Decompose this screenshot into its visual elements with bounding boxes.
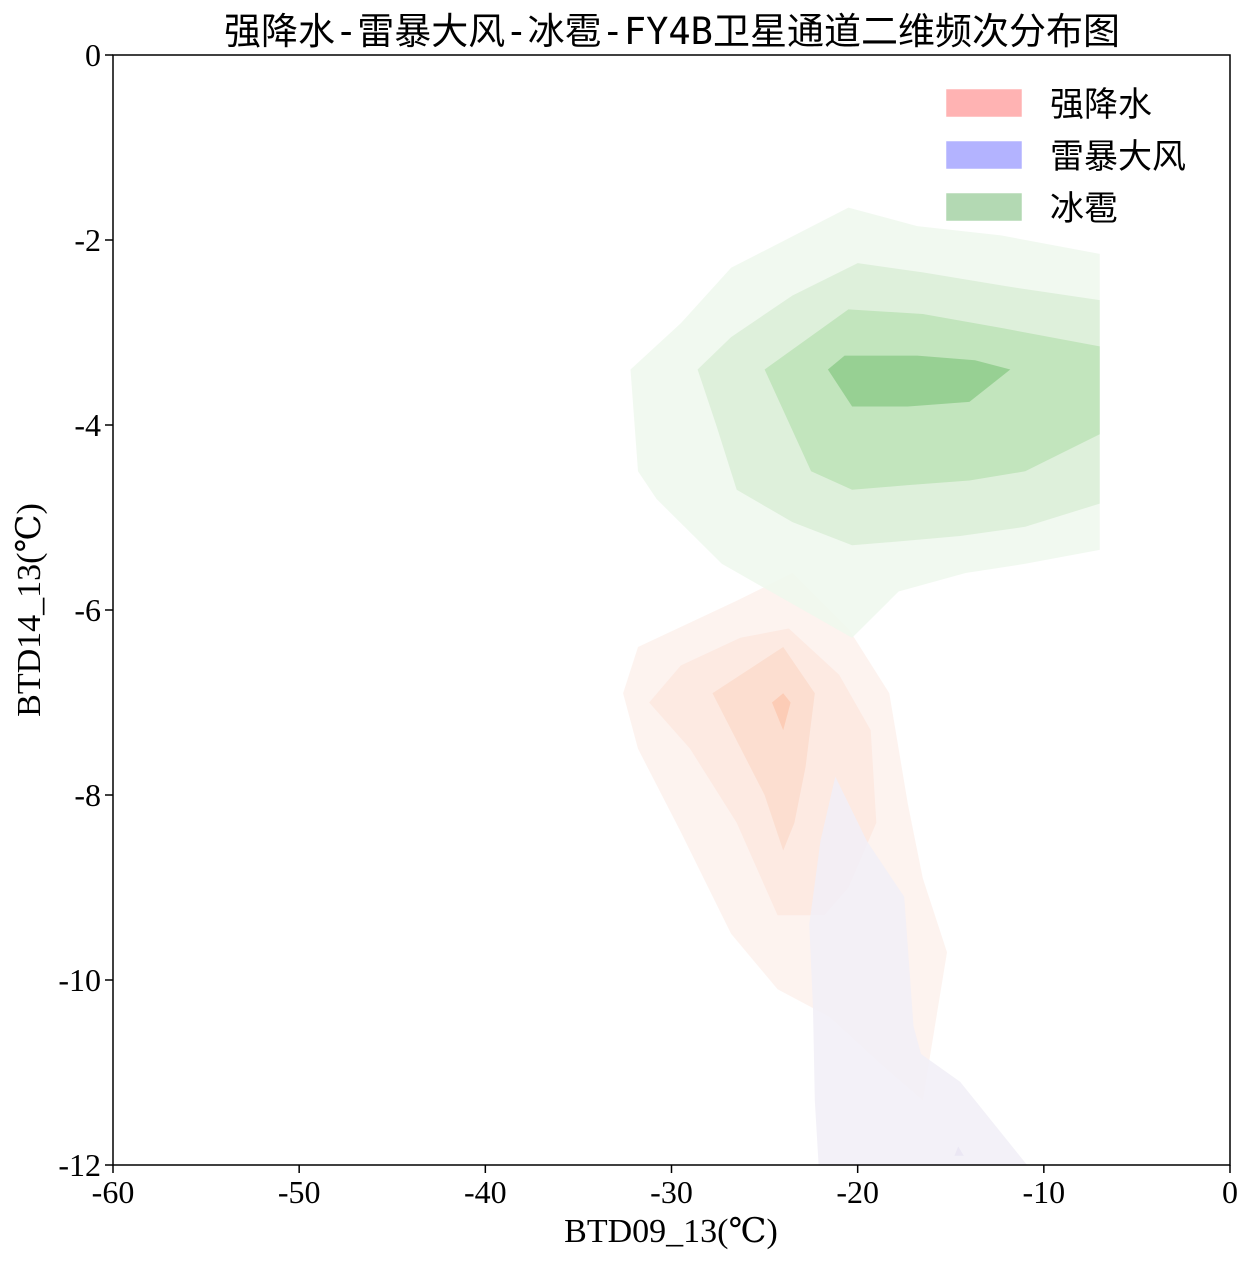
legend-swatch xyxy=(946,141,1022,169)
x-tick-label: 0 xyxy=(1222,1174,1238,1210)
y-tick-label: -12 xyxy=(58,1147,101,1183)
legend-label: 冰雹 xyxy=(1050,189,1118,229)
legend-label: 雷暴大风 xyxy=(1050,137,1186,177)
series-2 xyxy=(630,207,1100,638)
x-tick-label: -20 xyxy=(836,1174,879,1210)
x-tick-label: -40 xyxy=(464,1174,507,1210)
legend-swatch xyxy=(946,193,1022,221)
chart-title: 强降水-雷暴大风-冰雹-FY4B卫星通道二维频次分布图 xyxy=(224,10,1120,53)
contour-level-1-1 xyxy=(954,1146,964,1156)
plot-area xyxy=(112,54,1231,1166)
y-tick-label: -10 xyxy=(58,962,101,998)
y-tick-label: -8 xyxy=(74,777,101,813)
x-tick-label: -30 xyxy=(650,1174,693,1210)
x-tick-label: -50 xyxy=(278,1174,321,1210)
series-1 xyxy=(809,776,1028,1165)
contour-level-2-3 xyxy=(827,355,1011,407)
contour-level-0-3 xyxy=(772,693,791,731)
y-axis-ticks: 0 -2 -4 -6 -8 -10 -12 xyxy=(58,37,113,1183)
y-axis-label: BTD14_13(℃) xyxy=(11,503,48,717)
contour-layer xyxy=(623,207,1100,1165)
x-axis-ticks: -60 -50 -40 -30 -20 -10 0 xyxy=(92,1165,1238,1210)
legend-swatch xyxy=(946,89,1022,117)
contour-level-1-0 xyxy=(809,776,1028,1165)
legend-label: 强降水 xyxy=(1050,85,1152,125)
y-tick-label: -6 xyxy=(74,592,101,628)
x-tick-label: -10 xyxy=(1023,1174,1066,1210)
x-axis-label: BTD09_13(℃) xyxy=(564,1213,778,1250)
contour-level-0-2 xyxy=(712,647,815,851)
x-tick-label: -60 xyxy=(92,1174,135,1210)
y-tick-label: -4 xyxy=(74,407,101,443)
y-tick-label: 0 xyxy=(85,37,101,73)
y-tick-label: -2 xyxy=(74,222,101,258)
